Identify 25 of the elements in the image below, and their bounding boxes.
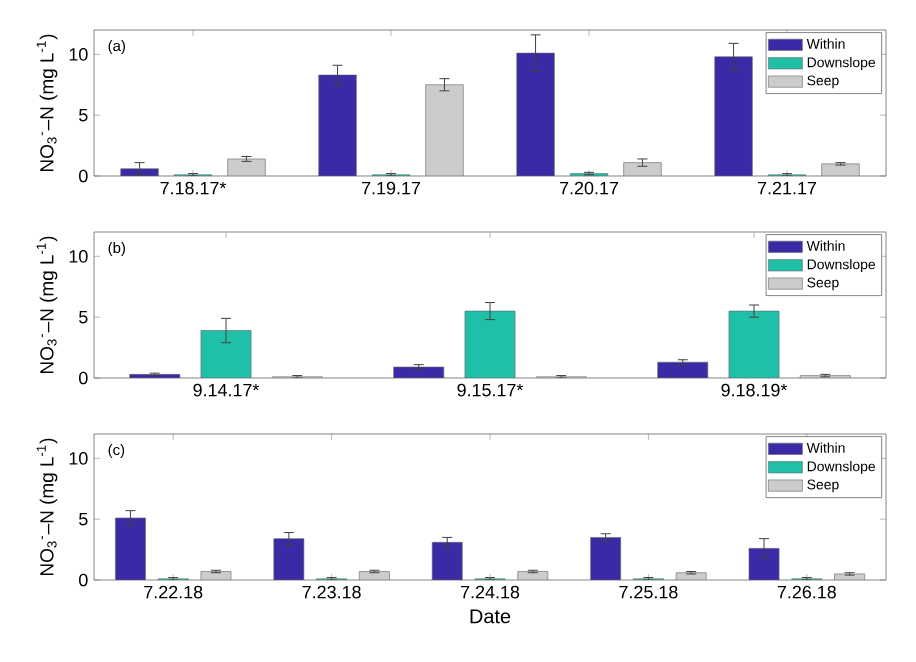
y-tick-label: 5 bbox=[79, 108, 88, 122]
y-tick-label: 5 bbox=[79, 310, 88, 324]
x-tick-label: 9.18.19* bbox=[721, 383, 788, 397]
x-tick-label: 9.15.17* bbox=[457, 383, 524, 397]
y-tick-label: 0 bbox=[79, 371, 88, 385]
x-tick-label: 7.18.17* bbox=[160, 181, 227, 195]
y-tick-label: 10 bbox=[69, 451, 88, 465]
x-tick-label: 7.23.18 bbox=[302, 585, 361, 599]
x-axis-title: Date bbox=[470, 609, 511, 624]
y-axis-title: NO$_{3}$$^{-}$–N (mg L$^{-1}$) bbox=[36, 236, 58, 373]
x-tick-label: 7.22.18 bbox=[144, 585, 203, 599]
x-tick-label: 7.24.18 bbox=[461, 585, 520, 599]
y-tick-label: 0 bbox=[79, 573, 88, 587]
x-tick-label: 9.14.17* bbox=[193, 383, 260, 397]
y-tick-label: 5 bbox=[79, 512, 88, 526]
y-tick-label: 10 bbox=[69, 47, 88, 61]
x-tick-label: 7.26.18 bbox=[777, 585, 836, 599]
y-axis-title: NO$_{3}$$^{-}$–N (mg L$^{-1}$) bbox=[36, 34, 58, 171]
y-tick-label: 0 bbox=[79, 169, 88, 183]
y-axis-title: NO$_{3}$$^{-}$–N (mg L$^{-1}$) bbox=[36, 438, 58, 575]
y-tick-label: 10 bbox=[69, 249, 88, 263]
x-tick-label: 7.25.18 bbox=[619, 585, 678, 599]
x-tick-label: 7.20.17 bbox=[560, 181, 619, 195]
x-tick-label: 7.21.17 bbox=[758, 181, 817, 195]
x-tick-label: 7.19.17 bbox=[362, 181, 421, 195]
